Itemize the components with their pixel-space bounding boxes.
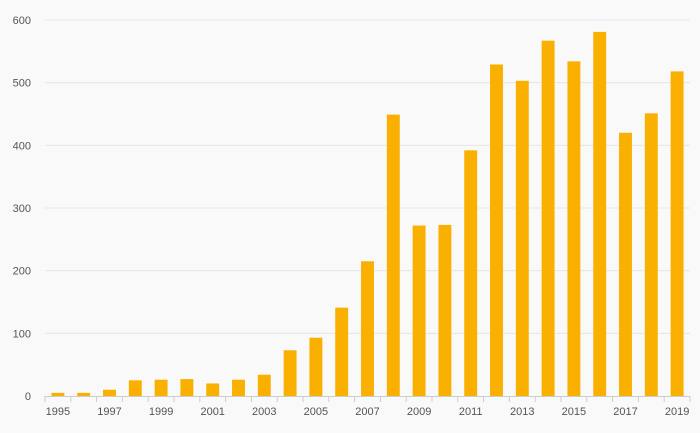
bar-2011 — [464, 150, 478, 396]
bar-2010 — [438, 224, 452, 396]
y-tick-label: 0 — [25, 391, 31, 403]
x-tick-label: 1999 — [149, 406, 173, 418]
bar-1999 — [154, 379, 168, 396]
bar-2016 — [593, 31, 607, 396]
x-tick-label: 2013 — [510, 406, 534, 418]
x-tick-label: 2009 — [407, 406, 431, 418]
y-tick-label: 500 — [13, 78, 31, 90]
bar-2006 — [335, 307, 349, 396]
y-tick-label: 300 — [13, 203, 31, 215]
y-tick-label: 600 — [13, 15, 31, 27]
x-tick-label: 2011 — [459, 406, 483, 418]
bar-2019 — [670, 71, 684, 396]
y-axis-ticks: 0 100 200 300 400 500 600 — [13, 15, 31, 403]
y-tick-label: 100 — [13, 328, 31, 340]
x-tick-label: 2003 — [252, 406, 276, 418]
bar-2009 — [412, 225, 426, 396]
bar-2012 — [490, 64, 503, 397]
x-axis-ticks: 1995 1997 1999 2001 2003 2005 2007 2009 2011 2013… — [46, 406, 690, 418]
y-tick-label: 200 — [13, 266, 31, 278]
x-tick-label: 2007 — [355, 406, 379, 418]
bar-2004 — [283, 350, 297, 396]
bars — [51, 31, 684, 397]
x-tick-label: 2001 — [200, 406, 224, 418]
bar-2018 — [644, 113, 658, 397]
bar-2013 — [515, 80, 529, 396]
bar-2015 — [567, 61, 581, 397]
bar-2003 — [257, 374, 271, 396]
x-tick-label: 1995 — [46, 406, 70, 418]
bar-2000 — [180, 379, 194, 396]
bar-2005 — [309, 337, 323, 396]
bar-2008 — [386, 114, 400, 396]
bar-2001 — [206, 383, 220, 396]
bar-1998 — [128, 380, 142, 396]
grid-lines — [45, 19, 690, 334]
x-tick-label: 2005 — [304, 406, 328, 418]
bar-2014 — [541, 40, 555, 397]
bar-1997 — [103, 389, 116, 396]
x-tick-label: 2017 — [613, 406, 637, 418]
x-axis — [44, 396, 691, 402]
x-tick-label: 1997 — [97, 406, 121, 418]
bar-1995 — [51, 392, 65, 396]
bar-2017 — [619, 132, 632, 397]
x-tick-label: 2015 — [562, 406, 586, 418]
x-tick-label: 2019 — [665, 406, 689, 418]
bar-2002 — [232, 379, 245, 396]
bar-1996 — [77, 392, 91, 396]
y-tick-label: 400 — [13, 140, 31, 152]
bar-2007 — [361, 261, 374, 396]
